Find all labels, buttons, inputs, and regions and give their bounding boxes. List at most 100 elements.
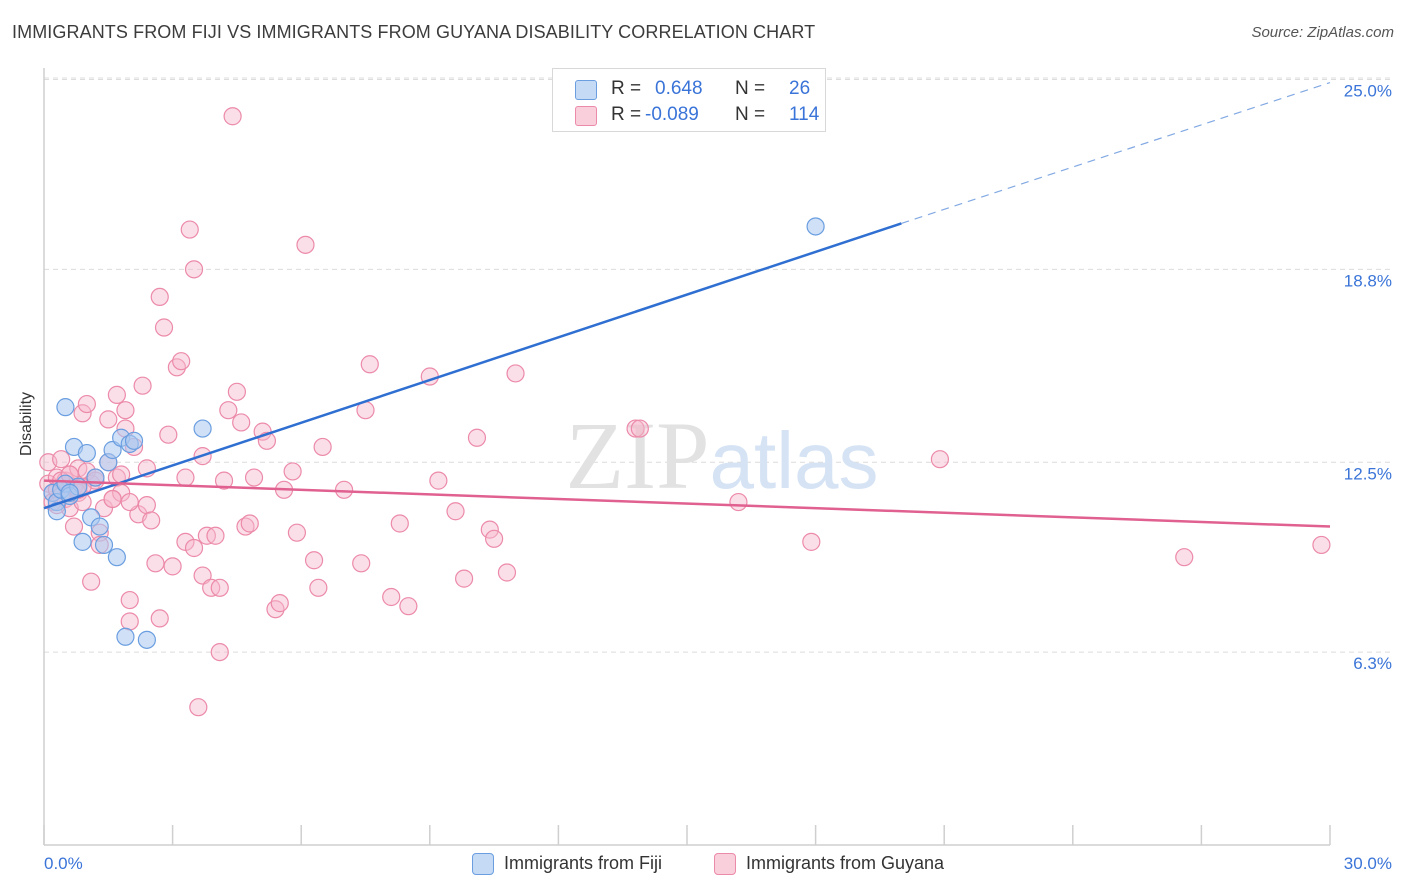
guyana-point [116,401,135,420]
guyana-point [244,468,264,487]
guyana-r-value: -0.089 [645,104,699,125]
y-axis-label: Disability [18,391,35,456]
fiji-trend-line [43,222,902,510]
guyana-point [99,410,118,429]
guyana-point [429,471,448,490]
guyana-point [485,529,504,548]
axes [43,68,1331,846]
guyana-point [150,609,169,628]
guyana-r-label: R = [611,104,642,125]
fiji-points [43,217,825,649]
guyana-point [77,394,96,414]
guyana-point [454,569,474,588]
guyana-point [240,514,259,533]
fiji-point [137,630,156,649]
fiji-point [94,535,114,555]
guyana-point [64,517,84,536]
guyana-point [399,597,418,616]
guyana-point [52,450,71,469]
guyana-point [352,554,371,573]
guyana-point [120,590,139,610]
guyana-n-label: N = [735,104,766,125]
y-tick-label: 12.5% [1344,464,1392,483]
y-tick-label: 25.0% [1344,82,1392,101]
guyana-point [480,520,499,539]
fiji-point [124,431,144,450]
guyana-point [210,642,229,662]
guyana-point [120,612,139,631]
guyana-point [270,594,289,613]
correlation-legend: R = 0.648 N = 26 R = -0.089 N = 114 [552,68,826,132]
guyana-point [223,107,242,126]
watermark-atlas: atlas [710,416,879,505]
chart-title: IMMIGRANTS FROM FIJI VS IMMIGRANTS FROM … [12,22,816,42]
guyana-point [232,413,251,432]
fiji-r-value: 0.648 [655,78,703,99]
guyana-trend-line [43,479,1331,528]
guyana-point [283,462,302,481]
guyana-point [73,404,92,423]
guyana-n-value: 114 [789,104,820,125]
guyana-point [150,287,169,307]
x-tick-label: 30.0% [1344,854,1392,873]
fiji-r-label: R = [611,78,642,99]
guyana-point [172,352,191,371]
fiji-swatch [575,80,597,100]
guyana-point [309,578,328,597]
guyana-point [1312,535,1331,555]
guyana-point [446,502,465,521]
fiji-point [116,627,135,646]
guyana-point [180,220,199,239]
trend-lines [43,81,1331,528]
source-label: Source: ZipAtlas.com [1251,24,1394,41]
guyana-point [390,514,409,533]
guyana-point [382,587,401,607]
guyana-point [154,318,174,337]
guyana-point [189,698,208,717]
guyana-point [930,450,950,469]
guyana-point [214,471,234,490]
guyana-point [360,355,379,374]
guyana-point [626,419,645,438]
guyana-point [296,235,315,254]
guyana-point [120,492,139,512]
fiji-n-label: N = [735,78,766,99]
guyana-point [506,364,525,383]
fiji-trend-extension [901,81,1331,224]
guyana-legend-swatch [714,853,736,875]
guyana-point [176,468,195,487]
guyana-point [227,382,246,401]
x-tick-label: 0.0% [44,854,83,873]
guyana-point [184,260,204,279]
tick-labels: 6.3% 12.5% 18.8% 25.0% 0.0% 30.0% [44,82,1392,874]
watermark-zip: ZIP [566,402,710,509]
guyana-point [103,489,122,509]
guyana-point [82,572,101,591]
guyana-point [159,425,178,444]
guyana-point [304,551,324,570]
guyana-point [210,578,229,597]
guyana-point [334,480,354,499]
guyana-point [630,419,649,438]
guyana-point [802,532,821,551]
fiji-legend-label: Immigrants from Fiji [504,853,663,873]
watermark: ZIPatlas [566,402,879,509]
guyana-point [287,523,307,542]
fiji-point [806,217,825,236]
guyana-point [107,385,126,404]
guyana-point [219,401,238,420]
fiji-point [56,398,75,417]
y-tick-label: 18.8% [1344,271,1392,290]
fiji-point [107,548,126,567]
guyana-point [313,437,332,457]
guyana-point [467,428,487,447]
guyana-legend-label: Immigrants from Guyana [746,853,945,873]
grid [44,77,1392,653]
guyana-point [184,538,204,558]
y-tick-label: 6.3% [1353,654,1392,673]
fiji-point [90,517,109,536]
guyana-point [137,496,156,515]
guyana-point [497,563,517,582]
guyana-point [163,557,182,576]
